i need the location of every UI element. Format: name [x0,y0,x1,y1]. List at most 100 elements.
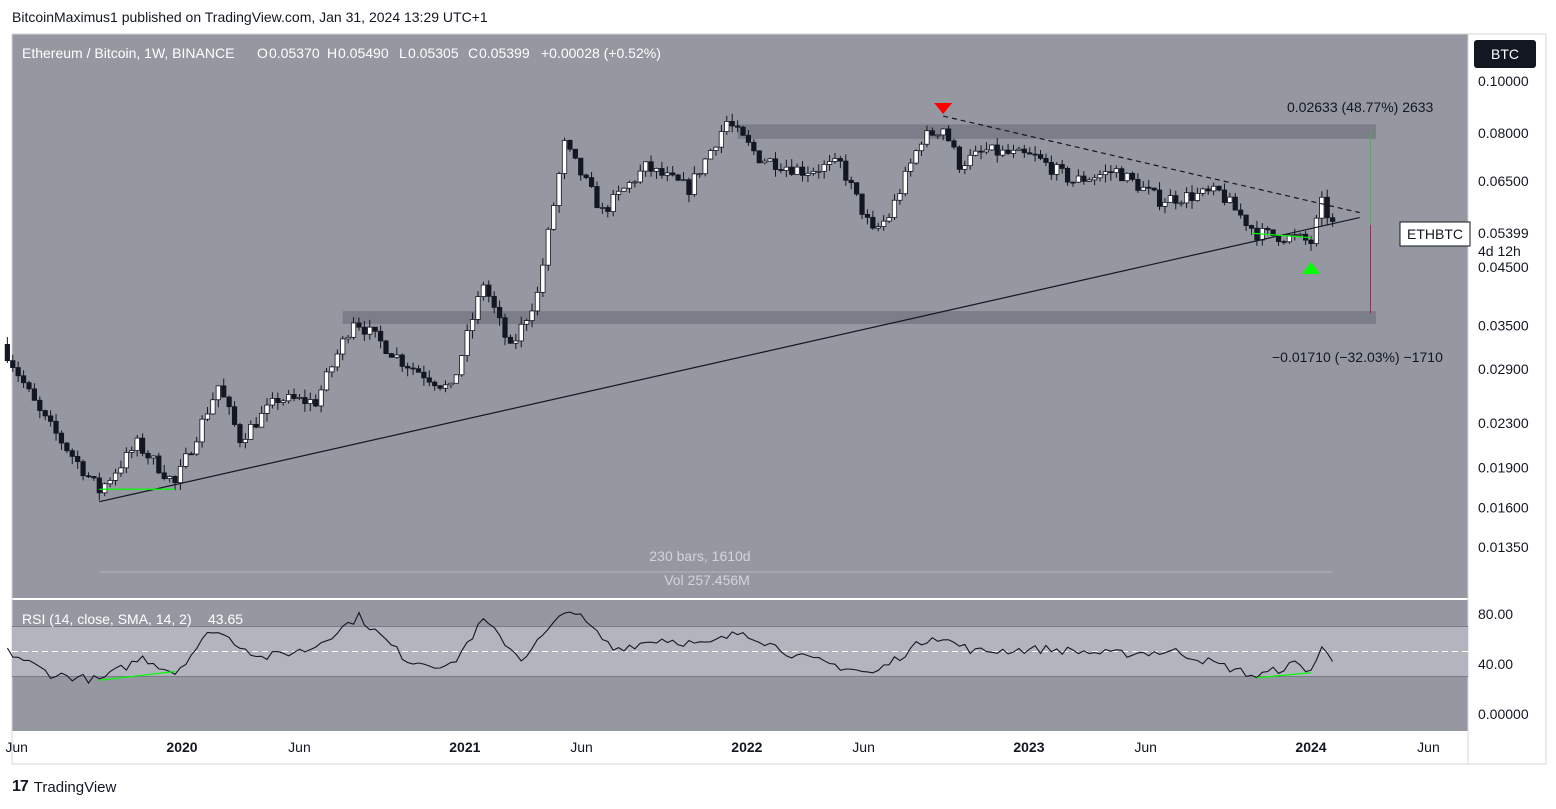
candle [1146,179,1152,195]
time-axis-tick: 2020 [166,739,197,755]
rsi-axis-tick: 40.00 [1478,656,1513,672]
support-zone [342,311,1376,324]
candle-body [480,284,486,297]
candle [491,291,497,314]
candle [908,158,914,177]
tradingview-footer[interactable]: 17 TradingView [12,778,116,796]
candle [583,173,589,180]
author-name[interactable]: BitcoinMaximus1 [12,9,118,25]
current-price-tag: 0.05399 4d 12h [1472,222,1544,262]
candle-body [735,125,741,128]
candle-body [1232,196,1238,211]
candle [859,193,865,220]
candle-body [1194,192,1201,201]
candle-body [1108,171,1114,174]
candle-body [637,170,643,183]
candle [302,389,308,412]
candle-body [42,410,48,417]
candle-body [1211,185,1217,192]
currency-badge[interactable]: BTC [1474,40,1536,68]
candle-body [242,438,248,444]
candle-body [989,144,995,151]
candle [848,176,854,190]
ohlc-readout: O 0.05370 H 0.05490 L 0.05305 C 0.05399 … [257,45,661,61]
candle-body [605,207,611,212]
candle [1043,153,1049,167]
candle-body [1059,164,1065,169]
candle [377,325,384,349]
current-price-countdown: 4d 12h [1478,243,1521,259]
candle [1324,189,1330,226]
candle-body [935,134,941,137]
candle [983,142,990,155]
time-axis-tick: Jun [570,739,593,755]
candle [1178,200,1184,207]
candle-body [724,121,730,132]
candle-body [854,182,860,195]
candle-body [599,207,605,209]
candle [994,138,1000,163]
candle-body [1010,149,1017,154]
candle-body [1162,201,1168,207]
candle-body [432,381,438,387]
candle-body [583,174,589,179]
candle-body [210,399,216,415]
candle-body [1156,189,1163,207]
rsi-pane [6,611,1468,685]
candle [134,434,140,457]
candle [507,334,514,344]
candle-body [264,404,270,414]
candle-body [1075,175,1081,183]
candle-body [707,150,714,160]
candle [204,406,211,422]
candle-body [15,367,21,377]
candle-body [118,467,124,474]
candle-body [253,423,259,428]
candle [497,300,503,326]
candle-body [540,264,546,293]
candle-body [529,310,535,321]
candle [832,152,838,164]
candle [172,475,178,491]
candle-body [139,437,146,454]
candle [161,464,167,481]
candle [605,204,611,218]
candle [826,154,833,171]
candle [534,286,541,316]
candle [91,475,97,481]
candle [664,166,670,182]
candle-body [188,453,194,456]
candle [1064,166,1071,186]
candle [410,362,416,376]
candle [767,157,773,162]
candle-body [1021,148,1027,154]
rsi-divergence-line [99,670,176,681]
candle [199,415,205,448]
candle [751,139,757,155]
candle [724,115,730,135]
candle-body [978,150,984,153]
candle-body [918,143,925,152]
candle-body [1054,164,1060,175]
candle-body [204,413,211,420]
candle [69,448,75,465]
candle [253,417,259,429]
candle-body [729,121,735,127]
candle [242,433,248,449]
candle [1027,147,1033,155]
candle-body [1048,162,1054,175]
candle [107,477,113,488]
candle [1308,235,1314,251]
candle-body [837,158,843,162]
candle-body [675,174,681,181]
candle [1102,164,1109,183]
candle-body [594,186,600,209]
candle [967,149,973,170]
candle-body [172,476,178,484]
candle [1037,150,1044,161]
candle-body [361,326,367,335]
candle-body [415,368,422,373]
candle-body [697,173,703,176]
rsi-value: 43.65 [208,611,243,627]
